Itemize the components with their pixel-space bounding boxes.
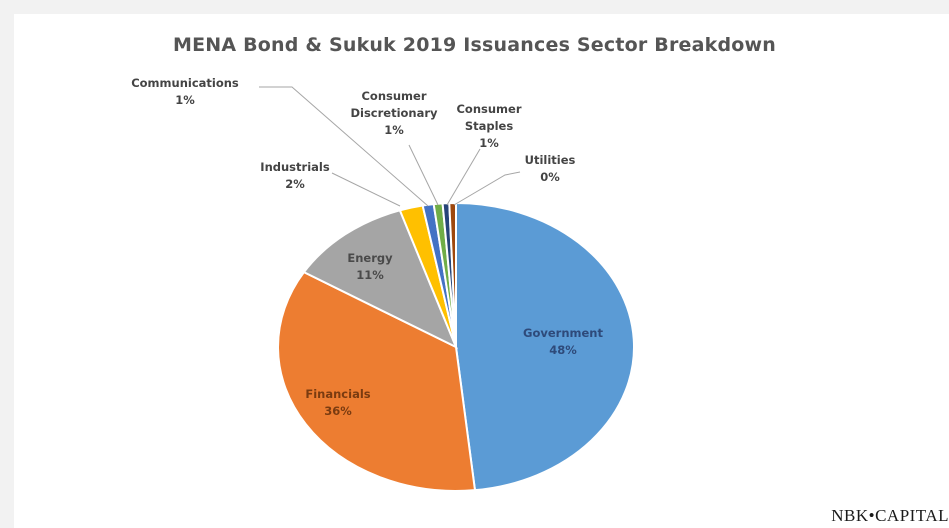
pie-slice-energy [302, 209, 458, 350]
pie-slice-government [455, 201, 635, 492]
data-label-utilities: Utilities 0% [525, 153, 576, 184]
data-label-government: Government 48% [523, 326, 603, 357]
leader-line-communications [259, 86, 429, 207]
nbk-capital-logo: NBK•CAPITAL [831, 506, 949, 525]
data-label-industrials: Industrials 2% [260, 160, 330, 191]
pie-slice-financials [277, 270, 477, 492]
pie-slices [277, 201, 635, 492]
leader-line-utilities [453, 171, 521, 206]
data-label-energy: Energy 11% [347, 251, 393, 282]
chart-title: MENA Bond & Sukuk 2019 Issuances Sector … [172, 34, 776, 56]
leader-lines [259, 86, 521, 207]
leader-line-consumer-discretionary [408, 144, 439, 206]
leader-line-consumer-staples [446, 148, 481, 206]
data-label-consumer-staples: Consumer Staples 1% [456, 102, 521, 150]
data-label-financials: Financials 36% [305, 387, 370, 418]
data-label-consumer-discretionary: Consumer Discretionary 1% [350, 89, 438, 137]
data-labels: Government 48% Financials 36% Energy 11% Indus… [131, 76, 603, 418]
pie-slice-utilities [448, 201, 457, 348]
data-label-communications: Communications 1% [131, 76, 239, 107]
leader-line-industrials [331, 172, 401, 207]
